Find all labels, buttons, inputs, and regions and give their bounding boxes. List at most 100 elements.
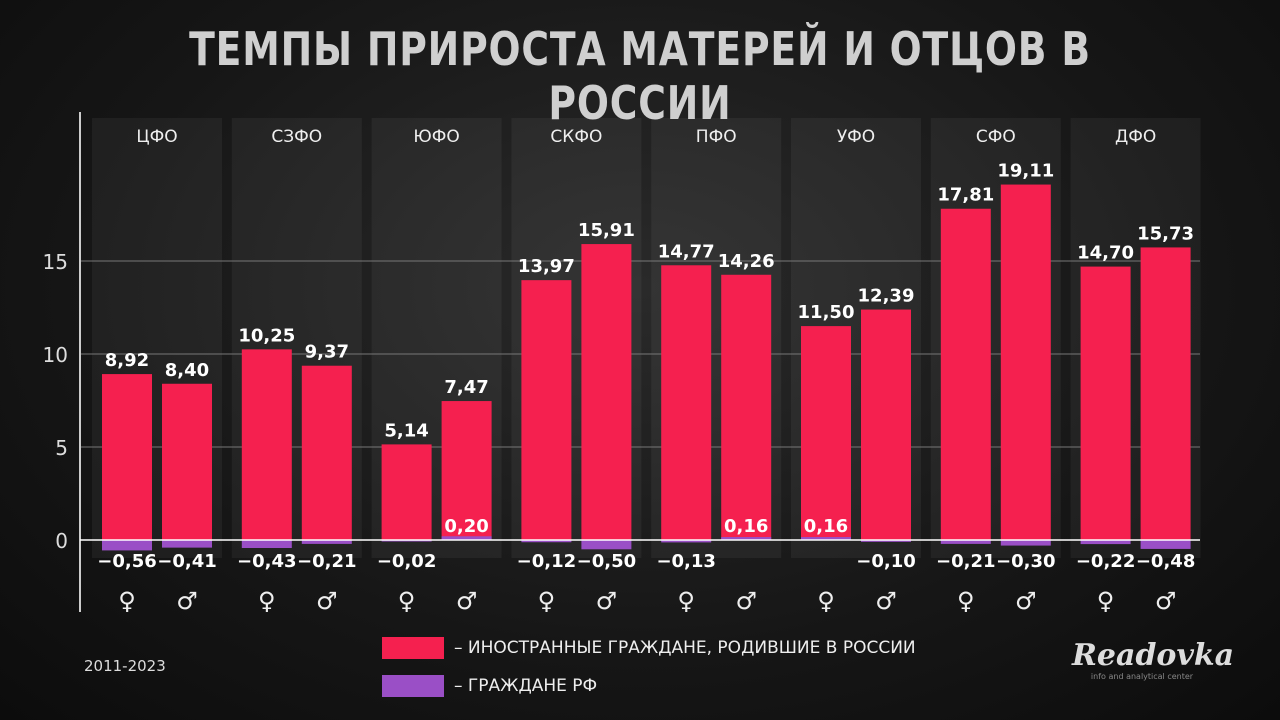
value-label-foreign: 14,77 <box>658 241 715 262</box>
y-tick-label: 5 <box>55 436 68 460</box>
legend-label-foreign: – ИНОСТРАННЫЕ ГРАЖДАНЕ, РОДИВШИЕ В РОССИ… <box>454 638 916 658</box>
value-label-foreign: 8,92 <box>105 350 149 371</box>
value-label-citizens: −0,50 <box>577 551 637 572</box>
male-icon: ♂ <box>1015 587 1037 615</box>
category-label: СФО <box>976 127 1016 147</box>
bar-citizens <box>1140 540 1191 549</box>
value-label-citizens: 0,20 <box>444 516 488 537</box>
bar-foreign <box>1000 184 1051 540</box>
bar-foreign <box>1140 247 1191 540</box>
male-icon: ♂ <box>735 587 757 615</box>
value-label-foreign: 11,50 <box>798 302 855 323</box>
bar-citizens <box>721 537 772 540</box>
value-label-foreign: 12,39 <box>858 286 915 307</box>
bar-citizens <box>1080 540 1131 545</box>
bar-foreign <box>861 309 911 540</box>
logo-name: Readovka <box>1072 638 1235 673</box>
value-label-citizens: −0,02 <box>377 551 437 572</box>
legend-swatch-citizens <box>382 675 444 697</box>
legend-item-citizens: – ГРАЖДАНЕ РФ <box>382 675 597 697</box>
value-label-foreign: 15,91 <box>578 220 635 241</box>
value-label-foreign: 13,97 <box>518 256 575 277</box>
female-icon: ♀ <box>1097 587 1115 615</box>
female-icon: ♀ <box>538 587 556 615</box>
value-label-citizens: −0,48 <box>1136 551 1196 572</box>
period-label: 2011-2023 <box>84 657 166 675</box>
bar-citizens <box>1000 540 1051 546</box>
male-icon: ♂ <box>875 587 897 615</box>
female-icon: ♀ <box>258 587 276 615</box>
legend-label-citizens: – ГРАЖДАНЕ РФ <box>454 676 598 696</box>
value-label-foreign: 9,37 <box>305 342 349 363</box>
value-label-citizens: −0,10 <box>856 551 916 572</box>
male-icon: ♂ <box>596 587 618 615</box>
female-icon: ♀ <box>957 587 975 615</box>
male-icon: ♂ <box>456 587 478 615</box>
female-icon: ♀ <box>398 587 416 615</box>
bar-citizens <box>661 540 712 543</box>
category-label: ДФО <box>1115 127 1156 147</box>
bar-foreign <box>521 280 572 540</box>
value-label-citizens: −0,21 <box>936 551 996 572</box>
readovka-logo: Readovka info and analytical center <box>1072 638 1235 682</box>
value-label-citizens: −0,13 <box>656 551 716 572</box>
bar-citizens <box>581 540 632 550</box>
y-tick-label: 15 <box>43 250 68 274</box>
male-icon: ♂ <box>316 587 338 615</box>
category-label: ПФО <box>696 127 737 147</box>
bar-citizens <box>861 540 911 542</box>
bar-citizens <box>801 537 851 540</box>
value-label-citizens: −0,56 <box>97 551 157 572</box>
value-label-foreign: 14,26 <box>718 251 775 272</box>
value-label-citizens: −0,22 <box>1076 551 1136 572</box>
bar-citizens <box>102 540 152 551</box>
bar-foreign <box>801 326 851 540</box>
value-label-citizens: −0,41 <box>157 551 217 572</box>
bar-citizens <box>940 540 991 544</box>
value-label-foreign: 19,11 <box>997 161 1054 182</box>
bar-foreign <box>661 265 712 540</box>
category-label: УФО <box>837 127 875 147</box>
value-label-citizens: −0,43 <box>237 551 297 572</box>
bar-foreign <box>581 244 632 540</box>
category-label: СЗФО <box>271 127 322 147</box>
y-tick-label: 0 <box>55 529 68 553</box>
bar-citizens <box>441 536 492 540</box>
bar-foreign <box>241 349 292 540</box>
value-label-foreign: 8,40 <box>165 360 209 381</box>
bar-foreign <box>721 274 772 540</box>
value-label-foreign: 10,25 <box>238 325 295 346</box>
category-label: ЦФО <box>136 127 177 147</box>
value-label-citizens: 0,16 <box>724 516 768 537</box>
bar-citizens <box>241 540 292 548</box>
bar-foreign <box>381 444 432 540</box>
bar-foreign <box>162 383 212 540</box>
female-icon: ♀ <box>677 587 695 615</box>
legend-item-foreign: – ИНОСТРАННЫЕ ГРАЖДАНЕ, РОДИВШИЕ В РОССИ… <box>382 637 916 659</box>
value-label-foreign: 7,47 <box>444 377 488 398</box>
value-label-citizens: 0,16 <box>804 516 848 537</box>
chart-title: ТЕМПЫ ПРИРОСТА МАТЕРЕЙ И ОТЦОВ В РОССИИ <box>189 22 1091 130</box>
female-icon: ♀ <box>118 587 136 615</box>
value-label-foreign: 17,81 <box>937 185 994 206</box>
male-icon: ♂ <box>1155 587 1177 615</box>
value-label-foreign: 14,70 <box>1077 243 1134 264</box>
category-label: СКФО <box>550 127 602 147</box>
value-label-citizens: −0,30 <box>996 551 1056 572</box>
bar-foreign <box>441 401 492 540</box>
y-tick-label: 10 <box>43 343 68 367</box>
bar-citizens <box>521 540 572 543</box>
legend-swatch-foreign <box>382 637 444 659</box>
value-label-citizens: −0,12 <box>517 551 577 572</box>
male-icon: ♂ <box>176 587 198 615</box>
bar-citizens <box>301 540 352 544</box>
value-label-citizens: −0,21 <box>297 551 357 572</box>
bar-citizens <box>162 540 212 548</box>
bar-foreign <box>940 208 991 540</box>
category-label: ЮФО <box>413 127 459 147</box>
bar-foreign <box>102 374 152 540</box>
logo-tagline: info and analytical center <box>1090 672 1194 681</box>
value-label-foreign: 5,14 <box>384 420 428 441</box>
female-icon: ♀ <box>817 587 835 615</box>
